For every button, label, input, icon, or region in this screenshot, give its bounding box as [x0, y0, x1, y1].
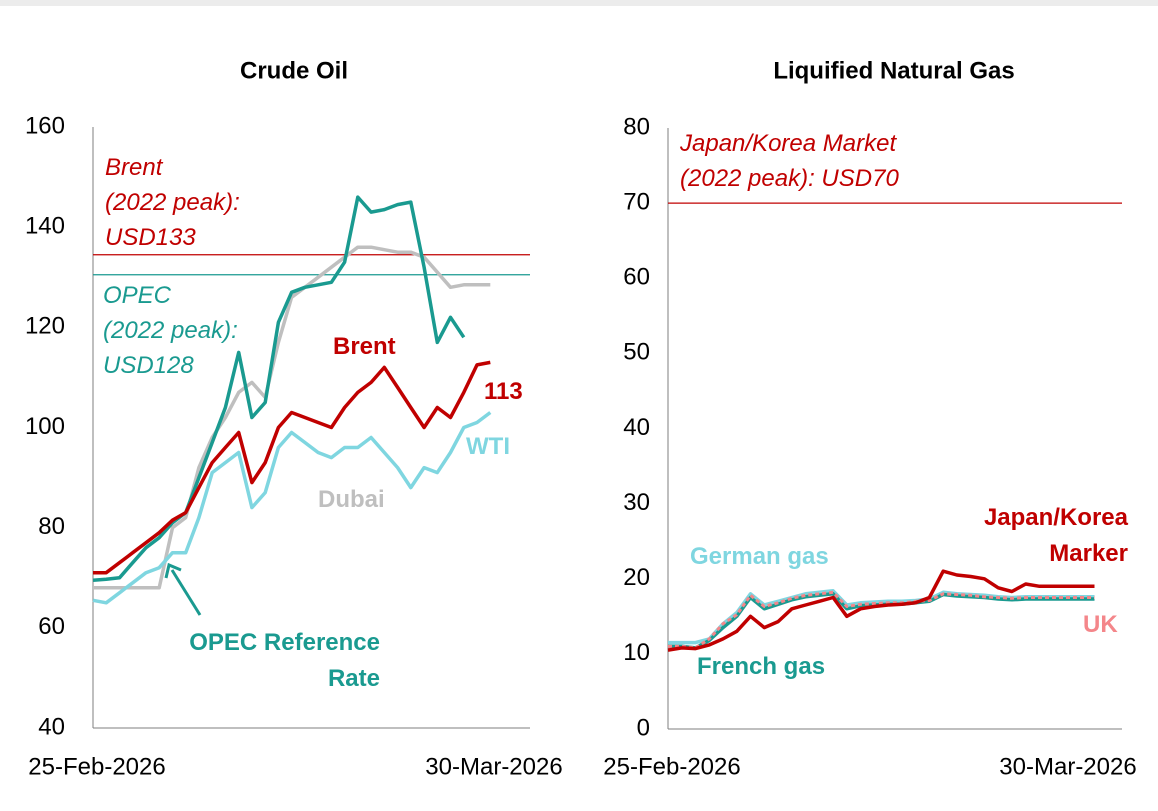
- reference-label: Japan/Korea Market: [680, 130, 897, 157]
- y-tick-label: 70: [623, 188, 650, 215]
- series-label: OPEC Reference Rate: [189, 629, 380, 692]
- chart-title: Liquified Natural Gas: [773, 57, 1014, 84]
- series-label: WTI: [466, 433, 510, 460]
- x-tick-label: 30-Mar-2026: [425, 753, 562, 780]
- y-tick-label: 80: [623, 113, 650, 140]
- series-line: [667, 569, 1095, 652]
- x-tick-label: 25-Feb-2026: [28, 753, 165, 780]
- reference-label: (2022 peak):: [105, 189, 240, 216]
- series-label: UK: [1083, 611, 1118, 638]
- arrow: [170, 569, 202, 616]
- y-tick-label: 60: [623, 264, 650, 291]
- y-tick-label: 160: [25, 112, 65, 139]
- series-label: Dubai: [318, 486, 385, 513]
- y-tick-label: 60: [38, 613, 65, 640]
- reference-label: (2022 peak): USD70: [680, 165, 899, 192]
- series-line: [93, 245, 491, 590]
- chart-title: Crude Oil: [240, 57, 348, 84]
- y-tick-label: 120: [25, 313, 65, 340]
- x-tick-label: 25-Feb-2026: [603, 753, 740, 780]
- y-tick-label: 20: [623, 564, 650, 591]
- reference-label: (2022 peak):: [103, 317, 238, 344]
- top-bar: [0, 0, 1158, 6]
- reference-label: USD133: [105, 224, 196, 251]
- y-tick-label: 30: [623, 489, 650, 516]
- end-label: 113: [484, 378, 523, 405]
- series-line: [92, 195, 466, 583]
- arrow-head: [164, 562, 182, 579]
- y-tick-label: 100: [25, 413, 65, 440]
- series-line: [92, 411, 492, 605]
- y-tick-label: 0: [637, 714, 650, 741]
- x-tick-label: 30-Mar-2026: [999, 753, 1136, 780]
- y-tick-label: 40: [38, 713, 65, 740]
- y-tick-label: 40: [623, 414, 650, 441]
- reference-label: USD128: [103, 352, 194, 379]
- y-tick-label: 50: [623, 339, 650, 366]
- series-label: Brent: [333, 333, 396, 360]
- y-tick-label: 10: [623, 639, 650, 666]
- series-label: Japan/Korea Marker: [983, 504, 1128, 567]
- series-label: French gas: [697, 653, 826, 680]
- y-tick-label: 140: [25, 213, 65, 240]
- reference-label: OPEC: [103, 282, 172, 309]
- series-line: [93, 360, 491, 575]
- series-line: [668, 590, 1095, 650]
- y-tick-label: 80: [38, 513, 65, 540]
- reference-label: Brent: [105, 154, 163, 181]
- series-label: German gas: [690, 543, 829, 570]
